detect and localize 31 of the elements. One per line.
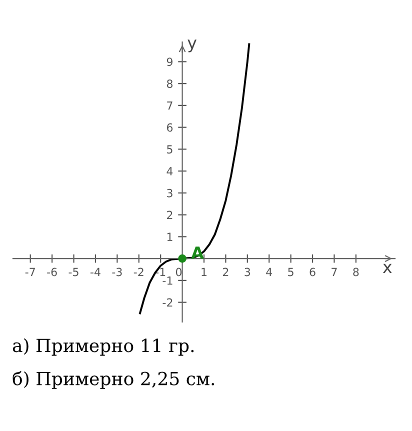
y-tick-label: 1 — [167, 232, 172, 241]
text: а) Примерно 11 гр. — [12, 338, 194, 356]
x-tick-label: 1 — [202, 268, 207, 276]
y-tick-label: 6 — [166, 123, 173, 132]
x-tick-label: 3 — [244, 268, 250, 276]
x-tick-label: -2 — [134, 268, 144, 276]
x-tick-label: -5 — [68, 268, 78, 276]
y-tick-label: 8 — [166, 80, 173, 88]
x-tick-label: -4 — [90, 268, 100, 276]
y-tick-label: 3 — [167, 188, 172, 198]
y-tick-label: 9 — [166, 58, 172, 66]
y-tick-label: 4 — [166, 167, 173, 176]
x-tick-label: 4 — [266, 268, 272, 276]
text: б) Примерно 2,25 см. — [12, 371, 214, 389]
y-tick-label: -1 — [162, 276, 172, 285]
x-tick-label: -3 — [112, 268, 122, 276]
x-tick-label: 8 — [353, 268, 359, 276]
x-tick-label: 7 — [332, 268, 337, 276]
x-tick-label: -1 — [156, 268, 166, 276]
x-tick-label: -7 — [25, 268, 35, 276]
x-tick-label: 2 — [222, 268, 228, 276]
y-tick-label: 7 — [167, 102, 172, 110]
x-axis-title: x — [382, 264, 392, 274]
y-tick-label: -2 — [162, 298, 172, 307]
y-axis-title: y — [188, 40, 196, 52]
y-tick-label: 5 — [167, 145, 172, 154]
x-tick-label: -6 — [47, 268, 57, 276]
x-tick-label: 0 — [176, 268, 182, 276]
x-tick-label: 5 — [288, 268, 294, 276]
x-tick-label: 6 — [310, 268, 316, 276]
y-tick-label: 2 — [167, 210, 172, 220]
